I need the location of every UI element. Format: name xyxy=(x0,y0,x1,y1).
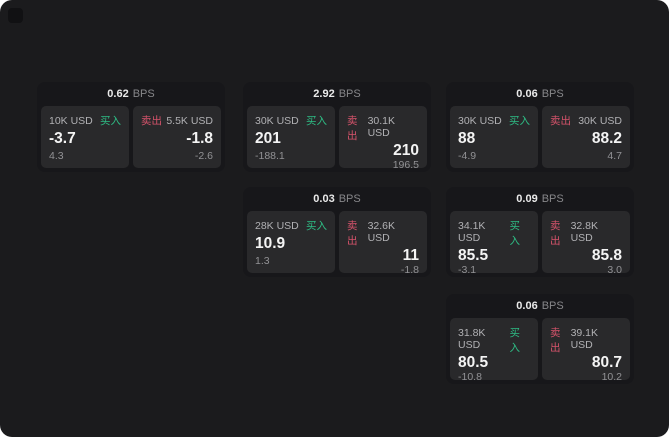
sell-price: 85.8 xyxy=(591,247,622,264)
quote-card: 0.06 BPS 30K USD 买入 88 -4.9 卖出 30K USD 8… xyxy=(446,82,634,172)
sell-amount: 5.5K USD xyxy=(166,115,213,127)
buy-amount: 28K USD xyxy=(255,220,299,232)
sell-label: 卖出 xyxy=(347,115,358,142)
buy-sub-value: -10.8 xyxy=(458,370,482,383)
bps-value: 0.09 xyxy=(516,193,538,205)
bps-unit-label: BPS xyxy=(541,300,564,312)
bps-header: 0.06 BPS xyxy=(450,82,630,106)
sell-amount: 30.1K USD xyxy=(367,115,396,139)
buy-sub-value: 1.3 xyxy=(255,255,270,267)
quote-card: 0.62 BPS 10K USD 买入 -3.7 4.3 卖出 5.5K USD… xyxy=(37,82,225,172)
bps-unit-label: BPS xyxy=(132,88,155,100)
buy-label: 买入 xyxy=(306,115,327,127)
quote-card: 2.92 BPS 30K USD 买入 201 -188.1 卖出 30.1K … xyxy=(243,82,431,172)
sell-price: 11 xyxy=(402,247,419,264)
sell-panel[interactable]: 卖出 30K USD 88.2 4.7 xyxy=(542,106,630,168)
sell-sub-value: 10.2 xyxy=(601,370,622,383)
bps-unit-label: BPS xyxy=(541,88,564,100)
buy-label: 买入 xyxy=(100,115,121,127)
sell-panel[interactable]: 卖出 32.6K USD 11 -1.8 xyxy=(339,211,427,276)
buy-amount: 30K USD xyxy=(458,115,502,127)
sell-amount: 39.1K USD xyxy=(570,327,599,351)
sell-amount: 32.6K USD xyxy=(367,220,396,244)
buy-label: 买入 xyxy=(509,115,530,127)
bps-header: 0.06 BPS xyxy=(450,294,630,318)
buy-label: 买入 xyxy=(306,220,327,232)
buy-amount: 34.1K USD xyxy=(458,220,486,244)
buy-sub-value: -188.1 xyxy=(255,150,285,162)
sell-amount: 32.8K USD xyxy=(570,220,599,244)
buy-price: -3.7 xyxy=(49,130,76,148)
sell-price: 88.2 xyxy=(591,130,622,148)
bps-header: 0.62 BPS xyxy=(41,82,221,106)
sell-price: 210 xyxy=(393,142,419,159)
sell-label: 卖出 xyxy=(347,220,358,247)
bps-value: 0.06 xyxy=(516,88,538,100)
buy-panel[interactable]: 28K USD 买入 10.9 1.3 xyxy=(247,211,335,273)
buy-panel[interactable]: 31.8K USD 买入 80.5 -10.8 xyxy=(450,318,538,383)
bps-unit-label: BPS xyxy=(338,88,361,100)
quote-card: 0.09 BPS 34.1K USD 买入 85.5 -3.1 卖出 32.8K… xyxy=(446,187,634,277)
buy-price: 80.5 xyxy=(458,354,489,371)
bps-value: 2.92 xyxy=(313,88,335,100)
bps-value: 0.03 xyxy=(313,193,335,205)
buy-price: 88 xyxy=(458,130,476,148)
sell-panel[interactable]: 卖出 32.8K USD 85.8 3.0 xyxy=(542,211,630,276)
buy-panel[interactable]: 30K USD 买入 88 -4.9 xyxy=(450,106,538,168)
sell-sub-value: -1.8 xyxy=(400,263,419,276)
sell-price: 80.7 xyxy=(591,354,622,371)
buy-sub-value: 4.3 xyxy=(49,150,64,162)
sell-label: 卖出 xyxy=(550,327,561,354)
bps-header: 2.92 BPS xyxy=(247,82,427,106)
quote-card: 0.03 BPS 28K USD 买入 10.9 1.3 卖出 32.6K US… xyxy=(243,187,431,277)
sell-panel[interactable]: 卖出 30.1K USD 210 196.5 xyxy=(339,106,427,171)
buy-panel[interactable]: 30K USD 买入 201 -188.1 xyxy=(247,106,335,168)
bps-value: 0.06 xyxy=(516,300,538,312)
buy-amount: 31.8K USD xyxy=(458,327,486,351)
buy-sub-value: -3.1 xyxy=(458,263,477,276)
buy-panel[interactable]: 34.1K USD 买入 85.5 -3.1 xyxy=(450,211,538,276)
sell-price: -1.8 xyxy=(186,130,213,148)
app-icon[interactable] xyxy=(8,8,23,23)
buy-label: 买入 xyxy=(509,220,520,247)
sell-amount: 30K USD xyxy=(578,115,622,127)
buy-price: 85.5 xyxy=(458,247,489,264)
buy-amount: 30K USD xyxy=(255,115,299,127)
buy-panel[interactable]: 10K USD 买入 -3.7 4.3 xyxy=(41,106,129,168)
buy-label: 买入 xyxy=(509,327,520,354)
buy-price: 201 xyxy=(255,130,281,148)
sell-sub-value: 3.0 xyxy=(607,263,622,276)
sell-sub-value: 4.7 xyxy=(607,150,622,162)
buy-price: 10.9 xyxy=(255,235,286,253)
buy-sub-value: -4.9 xyxy=(458,150,477,162)
sell-label: 卖出 xyxy=(550,115,571,127)
sell-sub-value: -2.6 xyxy=(194,150,213,162)
quote-card: 0.06 BPS 31.8K USD 买入 80.5 -10.8 卖出 39.1… xyxy=(446,294,634,384)
bps-unit-label: BPS xyxy=(338,193,361,205)
sell-panel[interactable]: 卖出 39.1K USD 80.7 10.2 xyxy=(542,318,630,383)
bps-header: 0.09 BPS xyxy=(450,187,630,211)
bps-unit-label: BPS xyxy=(541,193,564,205)
sell-sub-value: 196.5 xyxy=(392,158,419,171)
sell-panel[interactable]: 卖出 5.5K USD -1.8 -2.6 xyxy=(133,106,221,168)
buy-amount: 10K USD xyxy=(49,115,93,127)
bps-header: 0.03 BPS xyxy=(247,187,427,211)
bps-value: 0.62 xyxy=(107,88,129,100)
sell-label: 卖出 xyxy=(141,115,162,127)
sell-label: 卖出 xyxy=(550,220,561,247)
